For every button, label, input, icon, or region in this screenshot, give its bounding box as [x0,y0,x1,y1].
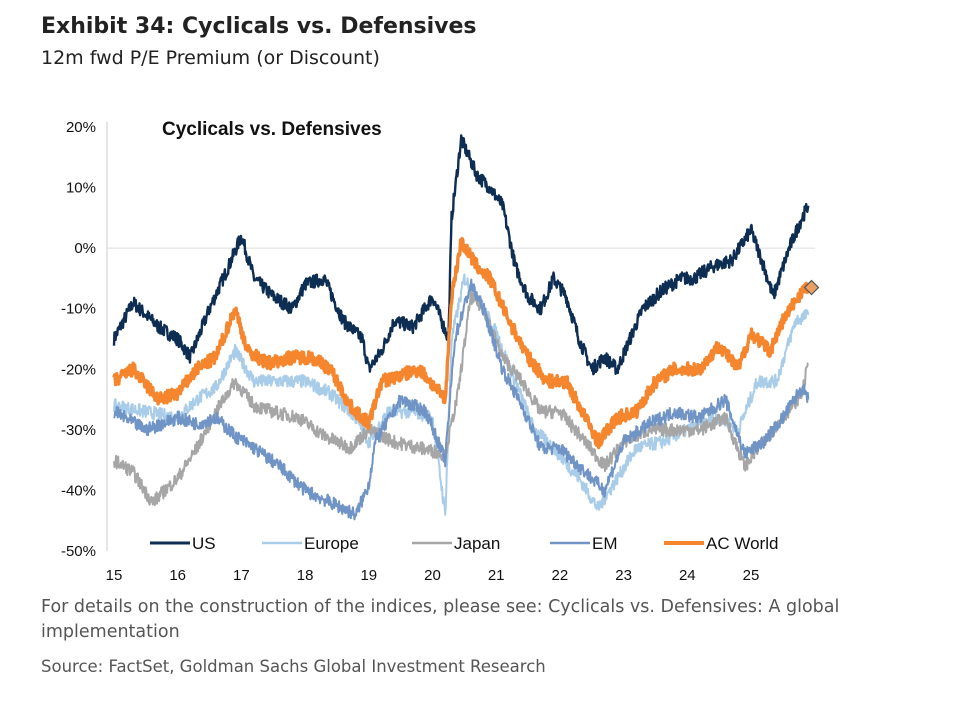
exhibit-subtitle: 12m fwd P/E Premium (or Discount) [41,47,380,69]
x-tick-label: 21 [488,567,505,584]
y-tick-label: 10% [66,180,96,197]
series-line-ac-world [112,236,810,450]
source-note: Source: FactSet, Goldman Sachs Global In… [41,657,546,676]
legend-label: Europe [304,534,359,553]
chart-title: Cyclicals vs. Defensives [162,119,382,140]
footnote: For details on the construction of the i… [41,597,840,642]
x-tick-label: 17 [233,567,250,584]
legend-label: AC World [706,534,778,553]
y-tick-label: -50% [61,543,96,560]
latest-value-marker [803,279,820,296]
y-tick-label: -30% [61,422,96,439]
line-chart: Cyclicals vs. Defensives 20% 10% 0% -10% -20… [61,119,820,584]
legend-label: Japan [454,534,500,553]
x-tick-label: 20 [424,567,441,584]
series-line-us [112,134,810,376]
y-tick-label: -40% [61,482,96,499]
series-line-em [113,278,810,521]
x-tick-label: 15 [106,567,123,584]
x-tick-label: 16 [169,567,186,584]
x-tick-label: 24 [679,567,696,584]
series-line-europe [113,273,810,516]
series-line-japan [113,289,809,507]
legend-label: US [192,534,216,553]
x-tick-label: 18 [297,567,314,584]
y-tick-label: 20% [66,119,96,136]
x-tick-label: 23 [615,567,632,584]
x-tick-label: 19 [360,567,377,584]
exhibit-title: Exhibit 34: Cyclicals vs. Defensives [41,14,477,39]
y-tick-label: -20% [61,361,96,378]
y-tick-label: 0% [74,240,96,257]
x-tick-label: 22 [552,567,569,584]
legend-label: EM [592,534,618,553]
y-tick-label: -10% [61,301,96,318]
x-tick-label: 25 [743,567,760,584]
